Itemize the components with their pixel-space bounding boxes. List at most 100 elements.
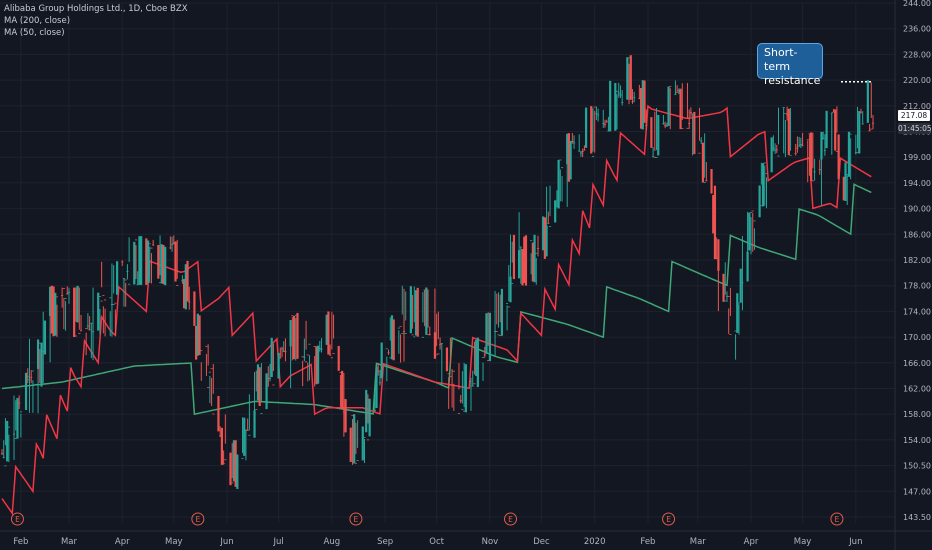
earnings-marker[interactable]: E [830, 512, 844, 526]
candle [438, 337, 442, 350]
candle [64, 297, 67, 331]
candle [681, 83, 684, 129]
candle [825, 110, 828, 149]
earnings-marker-label: E [835, 515, 840, 524]
candle [806, 139, 809, 183]
candle [578, 134, 581, 152]
y-tick-label: 150.50 [903, 462, 931, 471]
candle [739, 268, 742, 303]
candle [426, 289, 430, 336]
earnings-marker[interactable]: E [191, 512, 205, 526]
candle [433, 288, 437, 359]
callout-line-2: resistance [764, 74, 821, 87]
candle [737, 302, 741, 335]
candle [796, 136, 799, 153]
candle [30, 370, 33, 384]
candle [52, 286, 55, 337]
candle [677, 88, 680, 95]
candle [18, 395, 21, 409]
candle [6, 420, 9, 462]
earnings-marker[interactable]: E [662, 512, 676, 526]
candle [533, 234, 536, 283]
earnings-marker-label: E [508, 515, 513, 524]
candle [413, 286, 416, 338]
candle [411, 294, 414, 336]
candle [134, 239, 138, 280]
candle [248, 394, 251, 436]
candle [377, 362, 380, 376]
candle [67, 287, 71, 304]
earnings-marker[interactable]: E [504, 512, 518, 526]
candle [511, 241, 514, 284]
candle [818, 159, 821, 175]
earnings-marker[interactable]: E [10, 512, 24, 526]
candle [91, 287, 95, 361]
candle [244, 429, 248, 461]
candle [786, 106, 789, 121]
candle [158, 235, 162, 284]
candle [475, 339, 478, 376]
legend-ma50[interactable]: MA (50, close) [4, 28, 65, 38]
candle [2, 440, 5, 459]
candle [461, 371, 464, 410]
legend-symbol[interactable]: Alibaba Group Holdings Ltd., 1D, Cboe BZ… [4, 4, 188, 14]
candle [78, 287, 81, 335]
candle [808, 133, 811, 176]
y-tick-label: 174.00 [903, 307, 931, 316]
candle [846, 173, 849, 205]
candle [639, 88, 643, 129]
x-tick-label: Aug [324, 537, 341, 547]
candle [121, 260, 124, 266]
candle [689, 107, 692, 117]
legend-ma200[interactable]: MA (200, close) [4, 16, 71, 26]
candle [28, 338, 31, 413]
callout-line-1: Short-term [764, 46, 798, 73]
candle [416, 287, 419, 337]
x-tick-label: Oct [429, 537, 444, 547]
candle [842, 176, 845, 201]
x-tick-label: Nov [482, 537, 499, 547]
candle [14, 400, 17, 439]
candle [765, 173, 768, 209]
candle [440, 343, 443, 387]
candle [289, 320, 292, 389]
candle [798, 136, 801, 147]
candle [861, 111, 864, 125]
candle [112, 265, 115, 305]
candle [722, 273, 725, 302]
time-axis[interactable]: Feb Mar Apr May Jun Jul Aug Sep Oct Nov Dec 2020 Feb… [0, 530, 932, 547]
candle [272, 343, 275, 386]
candle [342, 372, 345, 437]
candle [859, 108, 863, 114]
candle [390, 315, 394, 360]
candle [102, 295, 105, 334]
candle [590, 106, 593, 154]
candle [184, 264, 187, 310]
candle [212, 363, 215, 415]
y-tick-label: 212.00 [903, 102, 931, 111]
candle [98, 296, 102, 335]
earnings-marker-label: E [15, 515, 20, 524]
candle [499, 294, 502, 337]
candle [700, 137, 703, 145]
candle [114, 302, 117, 336]
candle [414, 290, 418, 336]
ma50-line [1, 104, 872, 516]
candle [40, 342, 43, 387]
candle [679, 88, 682, 130]
candle [691, 113, 694, 156]
candle [463, 362, 466, 412]
candle [471, 370, 474, 387]
candle [457, 363, 461, 414]
candle [464, 364, 467, 413]
price-axis[interactable]: 143.50 147.00 150.50 154.00 158.00 162.00 166.… [894, 0, 931, 550]
candle [294, 314, 297, 361]
resistance-callout[interactable]: Short-term resistance [757, 43, 823, 87]
y-tick-label: 143.50 [903, 513, 931, 522]
candle [140, 236, 143, 285]
earnings-marker[interactable]: E [349, 512, 363, 526]
candle [145, 238, 148, 285]
candle [452, 370, 455, 411]
candle [832, 108, 835, 113]
